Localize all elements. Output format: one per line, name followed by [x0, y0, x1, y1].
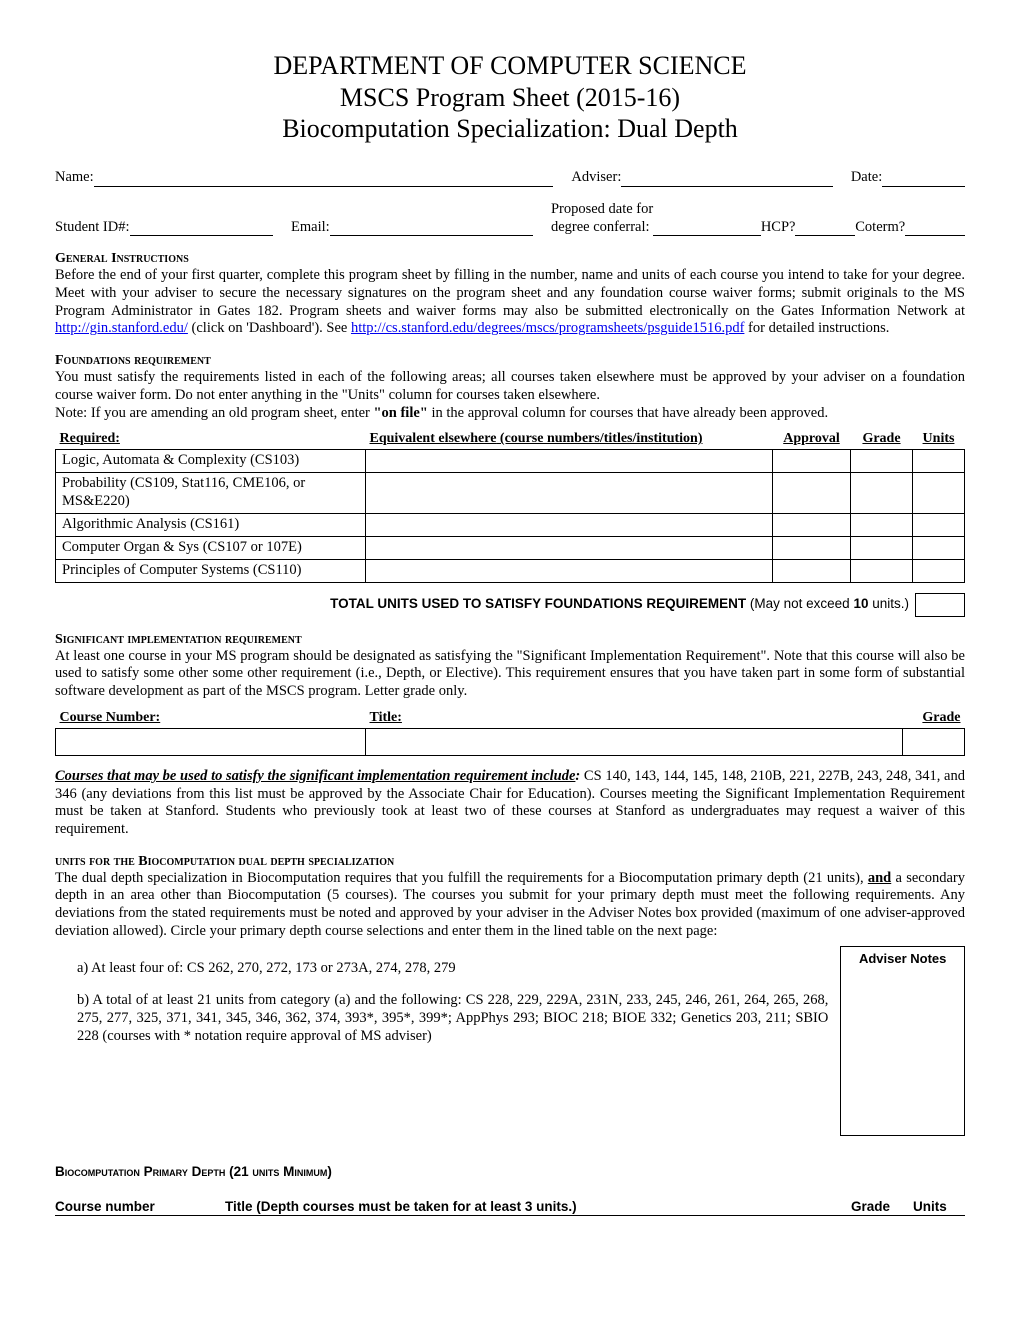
- hcp-label: HCP?: [761, 219, 796, 237]
- col-approval: Approval: [773, 428, 851, 450]
- foundations-total: TOTAL UNITS USED TO SATISFY FOUNDATIONS …: [55, 593, 965, 617]
- date-label: Date:: [851, 169, 882, 187]
- general-head: General Instructions: [55, 250, 965, 267]
- sig-col-grade: Grade: [903, 707, 965, 729]
- coterm-field[interactable]: [905, 219, 965, 236]
- foundations-para1: You must satisfy the requirements listed…: [55, 369, 965, 404]
- proposed-label-1: Proposed date for: [551, 201, 653, 219]
- general-body: Before the end of your first quarter, co…: [55, 267, 965, 338]
- table-row[interactable]: Algorithmic Analysis (CS161): [56, 513, 965, 536]
- table-row[interactable]: Logic, Automata & Complexity (CS103): [56, 450, 965, 473]
- table-row[interactable]: Probability (CS109, Stat116, CME106, or …: [56, 473, 965, 513]
- student-id-field[interactable]: [130, 219, 273, 236]
- col-grade: Grade: [851, 428, 913, 450]
- hcp-field[interactable]: [795, 219, 855, 236]
- program-title: MSCS Program Sheet (2015-16): [55, 82, 965, 114]
- sig-table: Course Number: Title: Grade: [55, 707, 965, 756]
- conferral-field[interactable]: [653, 219, 761, 236]
- foundations-para2: Note: If you are amending an old program…: [55, 405, 965, 423]
- col-equiv: Equivalent elsewhere (course numbers/tit…: [366, 428, 773, 450]
- name-field[interactable]: [94, 170, 554, 187]
- dept-title: DEPARTMENT OF COMPUTER SCIENCE: [55, 50, 965, 82]
- sig-col-num: Course Number:: [56, 707, 366, 729]
- sig-head: Significant implementation requirement: [55, 631, 965, 648]
- gin-link[interactable]: http://gin.stanford.edu/: [55, 320, 188, 336]
- student-id-label: Student ID#:: [55, 219, 130, 237]
- sig-after: Courses that may be used to satisfy the …: [55, 768, 965, 839]
- sig-para: At least one course in your MS program s…: [55, 648, 965, 701]
- sig-col-title: Title:: [366, 707, 903, 729]
- sig-row[interactable]: [56, 728, 965, 755]
- adviser-notes-box[interactable]: Adviser Notes: [840, 946, 965, 1136]
- name-label: Name:: [55, 169, 94, 187]
- adviser-notes-label: Adviser Notes: [847, 951, 958, 967]
- coterm-label: Coterm?: [855, 219, 905, 237]
- date-field[interactable]: [882, 170, 965, 187]
- form-row-1: Name: Adviser: Date:: [55, 169, 965, 187]
- table-row[interactable]: Principles of Computer Systems (CS110): [56, 559, 965, 582]
- depth-para: The dual depth specialization in Biocomp…: [55, 870, 965, 941]
- col-units: Units: [913, 428, 965, 450]
- depth-item-b: b) A total of at least 21 units from cat…: [77, 992, 828, 1045]
- depth-item-a: a) At least four of: CS 262, 270, 272, 1…: [77, 960, 828, 978]
- foundations-head: Foundations requirement: [55, 352, 965, 369]
- foundations-total-box[interactable]: [915, 593, 965, 617]
- primary-depth-head: Biocomputation Primary Depth (21 units M…: [55, 1164, 965, 1180]
- adviser-field[interactable]: [621, 170, 832, 187]
- table-row[interactable]: Computer Organ & Sys (CS107 or 107E): [56, 536, 965, 559]
- proposed-label-2: degree conferral:: [551, 219, 650, 237]
- form-row-2: Student ID#: Email: Proposed date for de…: [55, 201, 965, 236]
- depth-head: units for the Biocomputation dual depth …: [55, 853, 965, 870]
- col-required: Required:: [56, 428, 366, 450]
- email-field[interactable]: [330, 219, 533, 236]
- email-label: Email:: [291, 219, 330, 237]
- psguide-link[interactable]: http://cs.stanford.edu/degrees/mscs/prog…: [351, 320, 744, 336]
- adviser-label: Adviser:: [571, 169, 621, 187]
- foundations-table: Required: Equivalent elsewhere (course n…: [55, 428, 965, 582]
- primary-depth-cols: Course number Title (Depth courses must …: [55, 1199, 965, 1216]
- spec-title: Biocomputation Specialization: Dual Dept…: [55, 113, 965, 145]
